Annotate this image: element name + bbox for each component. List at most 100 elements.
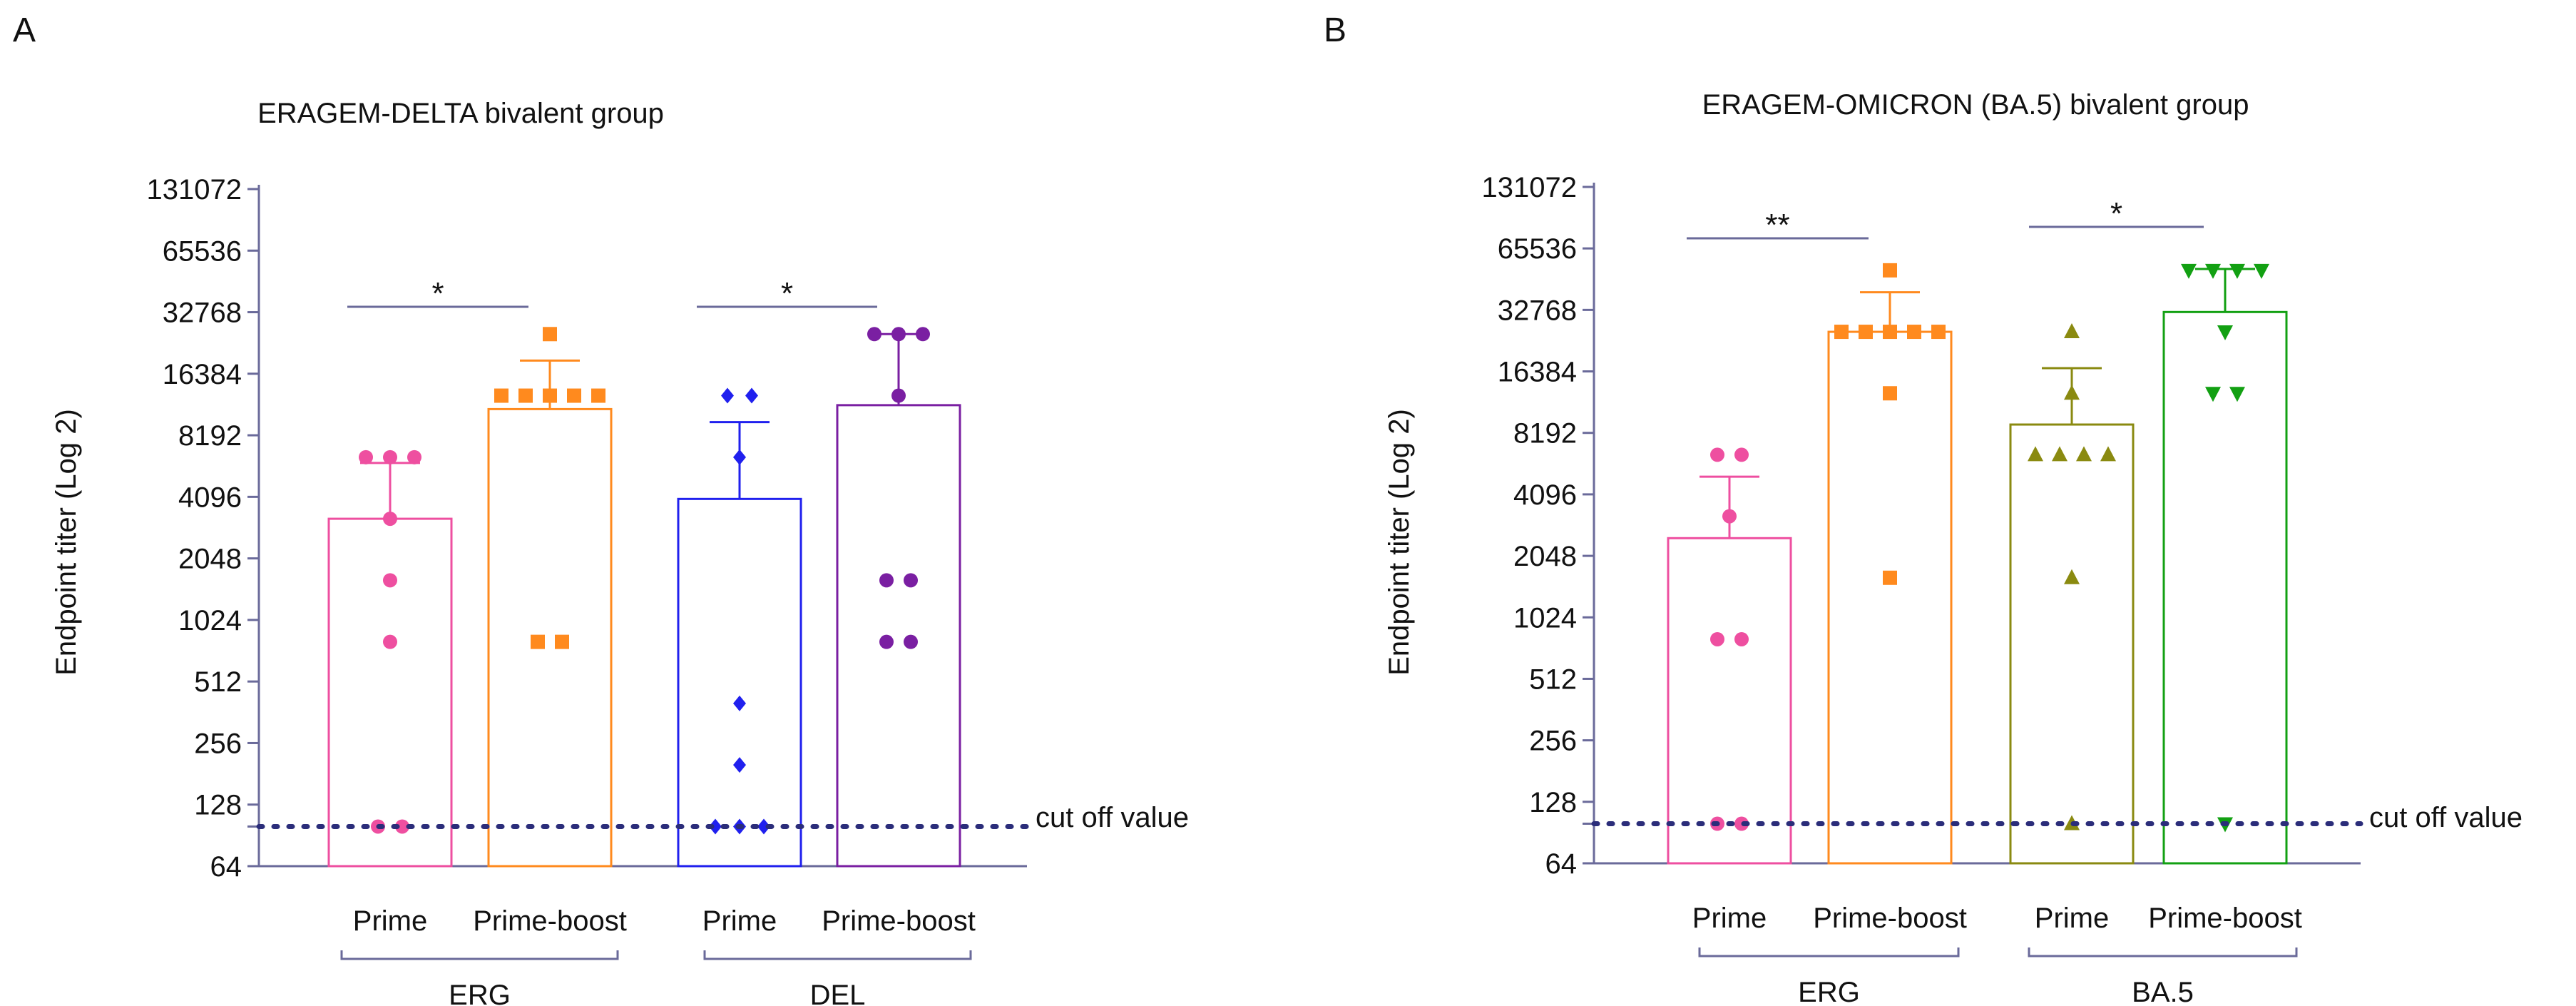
data-point [2064, 569, 2080, 584]
data-point [543, 327, 557, 342]
y-tick-label: 131072 [147, 174, 242, 205]
data-point [591, 388, 605, 403]
y-tick-label: 2048 [178, 544, 242, 575]
data-point [1883, 325, 1897, 340]
data-point [733, 757, 746, 773]
data-point [879, 634, 894, 649]
data-point [2100, 446, 2116, 462]
y-tick-label: 4096 [1513, 479, 1577, 511]
data-point [1883, 386, 1897, 401]
y-axis-label: Endpoint titer (Log 2) [1384, 409, 1415, 676]
y-tick-label: 512 [1529, 664, 1577, 695]
data-point [733, 449, 746, 465]
data-point [2064, 385, 2080, 400]
data-point [1859, 325, 1873, 340]
x-tick-label: Prime [1692, 903, 1767, 934]
group-bracket [1698, 947, 1960, 957]
cutoff-label: cut off value [1036, 802, 1189, 833]
data-point [494, 388, 508, 403]
data-point [1907, 325, 1921, 340]
data-point [745, 387, 758, 404]
bar [487, 407, 613, 868]
data-point [359, 449, 373, 464]
x-tick-label: Prime-boost [1813, 903, 1967, 934]
data-point [383, 573, 397, 588]
data-point [2076, 446, 2092, 462]
panel-b: B ERAGEM-OMICRON (BA.5) bivalent group E… [1324, 11, 2523, 1006]
data-point [709, 818, 722, 835]
y-axis-label: Endpoint titer (Log 2) [51, 409, 82, 676]
data-point [1734, 631, 1749, 646]
group-bracket [340, 950, 619, 960]
panel-letter: B [1324, 11, 1346, 49]
bar [1667, 537, 1792, 865]
data-point [733, 695, 746, 711]
x-tick-label: Prime-boost [822, 905, 976, 937]
data-point [407, 449, 421, 464]
bar [1827, 330, 1953, 865]
group-label: ERG [1798, 977, 1860, 1006]
y-tick-label: 2048 [1513, 541, 1577, 572]
data-point [2205, 263, 2221, 279]
y-tick-label: 32768 [1498, 295, 1577, 326]
y-tick-label: 8192 [1513, 418, 1577, 449]
data-point [904, 634, 918, 649]
bar [2009, 423, 2135, 865]
data-point [1834, 325, 1849, 340]
data-point [518, 388, 533, 403]
group-label: DEL [810, 980, 866, 1006]
group-label: BA.5 [2132, 977, 2194, 1006]
y-tick-label: 4096 [178, 482, 242, 513]
data-point [1883, 570, 1897, 585]
data-point [2052, 446, 2068, 462]
significance-label: * [781, 276, 793, 311]
y-tick-label: 8192 [178, 420, 242, 452]
y-tick-label: 128 [1529, 787, 1577, 818]
data-point [721, 387, 734, 404]
data-point [2205, 387, 2221, 402]
y-tick-label: 64 [1545, 848, 1578, 880]
data-point [383, 512, 397, 527]
x-tick-label: Prime-boost [473, 905, 627, 937]
bar [2162, 310, 2288, 865]
data-point [531, 634, 545, 649]
bar [836, 404, 961, 868]
y-tick-label: 64 [210, 851, 242, 883]
x-tick-label: Prime [2035, 903, 2109, 934]
x-tick-label: Prime [353, 905, 427, 937]
y-tick-label: 256 [1529, 726, 1577, 757]
data-point [2254, 263, 2269, 279]
data-point [1734, 447, 1749, 462]
data-point [891, 388, 906, 403]
y-tick-label: 65536 [163, 235, 242, 267]
y-tick-label: 65536 [1498, 233, 1577, 265]
group-bracket [703, 950, 972, 960]
data-point [2229, 263, 2245, 279]
y-tick-label: 1024 [178, 605, 242, 636]
data-point [904, 573, 918, 588]
data-point [879, 573, 894, 588]
data-point [395, 819, 409, 834]
significance-label: * [431, 276, 444, 311]
data-point [2181, 263, 2197, 279]
data-point [1931, 325, 1946, 340]
data-point [567, 388, 581, 403]
data-point [2229, 387, 2245, 402]
y-tick-label: 16384 [1498, 357, 1577, 388]
data-point [2064, 323, 2080, 339]
y-tick-label: 131072 [1482, 172, 1577, 203]
x-tick-label: Prime [702, 905, 777, 937]
data-point [2217, 325, 2233, 341]
significance-label: ** [1765, 208, 1789, 243]
panel-a: A ERAGEM-DELTA bivalent group Endpoint t… [13, 11, 1189, 1006]
data-point [2028, 446, 2043, 462]
cutoff-label: cut off value [2369, 802, 2523, 833]
data-point [1883, 263, 1897, 278]
significance-label: * [2110, 196, 2122, 231]
y-tick-label: 16384 [163, 359, 242, 390]
chart-title: ERAGEM-DELTA bivalent group [257, 98, 664, 129]
y-tick-label: 32768 [163, 298, 242, 329]
data-point [383, 634, 397, 649]
y-tick-label: 128 [194, 790, 242, 821]
data-point [1710, 631, 1724, 646]
